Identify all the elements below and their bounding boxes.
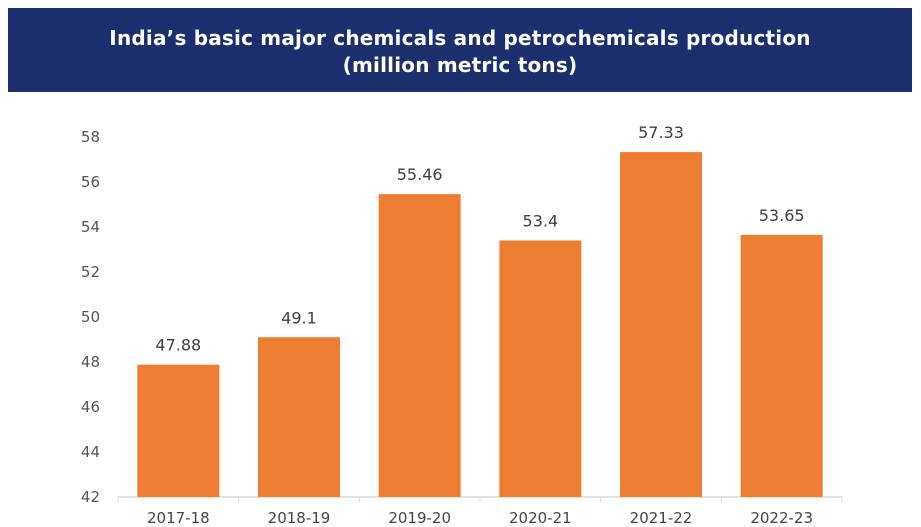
x-tick-label: 2021-22 — [630, 509, 693, 527]
y-tick-label: 58 — [81, 128, 100, 146]
data-label: 55.46 — [397, 165, 443, 184]
chart-subtitle: (million metric tons) — [342, 53, 578, 77]
bar-2020-21 — [499, 240, 582, 497]
y-tick-label: 48 — [81, 353, 100, 371]
y-tick-label: 56 — [81, 173, 100, 191]
data-label: 53.4 — [523, 212, 559, 231]
y-tick-label: 50 — [81, 308, 100, 326]
y-tick-label: 52 — [81, 263, 100, 281]
y-tick-label: 46 — [81, 398, 100, 416]
x-tick-label: 2019-20 — [388, 509, 451, 527]
bar-2017-18 — [137, 364, 220, 497]
chart-title: India’s basic major chemicals and petroc… — [109, 26, 811, 50]
bar-2021-22 — [620, 152, 702, 497]
bar-2019-20 — [378, 194, 461, 497]
bar-2022-23 — [740, 234, 823, 497]
data-label: 47.88 — [155, 336, 201, 355]
x-tick-label: 2017-18 — [147, 509, 210, 527]
x-tick-label: 2022-23 — [750, 509, 813, 527]
y-tick-label: 54 — [81, 218, 100, 236]
data-label: 53.65 — [759, 206, 805, 225]
y-tick-label: 42 — [81, 488, 100, 506]
data-label: 57.33 — [638, 123, 684, 142]
data-label: 49.1 — [281, 308, 317, 327]
chart-title-banner: India’s basic major chemicals and petroc… — [8, 8, 912, 92]
x-tick-label: 2018-19 — [268, 509, 331, 527]
y-tick-label: 44 — [81, 443, 100, 461]
x-tick-label: 2020-21 — [509, 509, 572, 527]
bar-2018-19 — [258, 337, 340, 497]
